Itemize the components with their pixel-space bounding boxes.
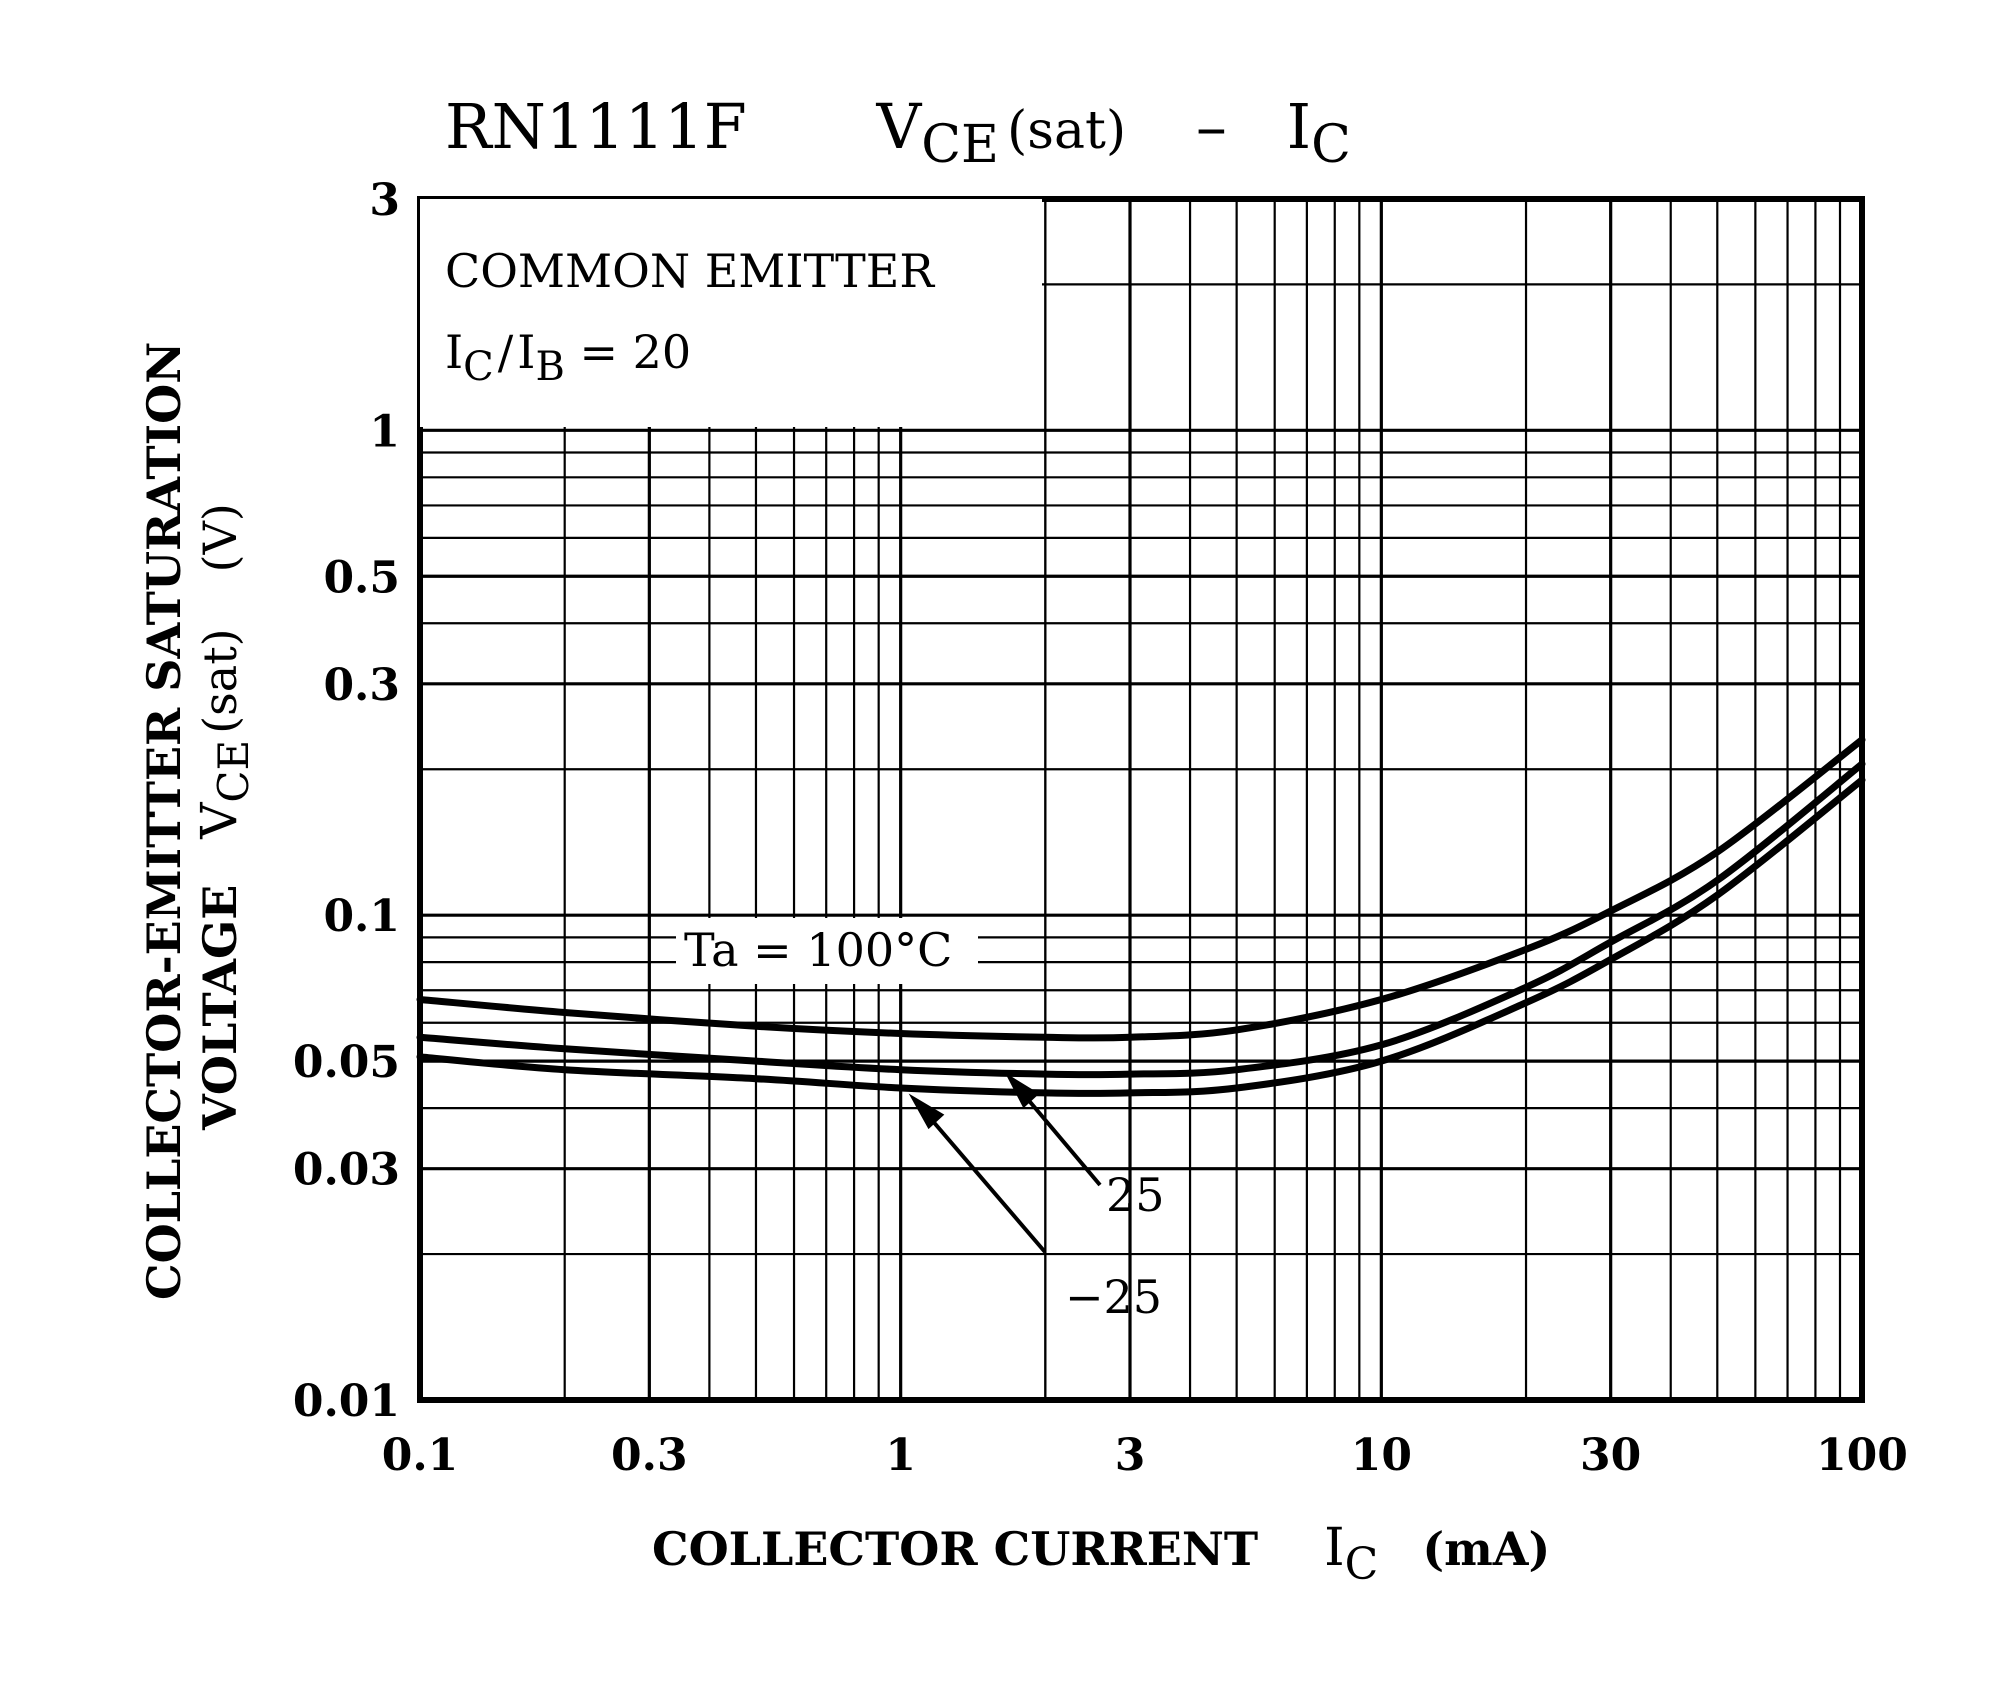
y-axis-label-unit: (V) (193, 503, 247, 572)
conditions-slash: / (498, 325, 514, 379)
ta100-label-bg (676, 918, 978, 984)
y-tick-label: 0.01 (293, 1376, 400, 1427)
x-axis-label-sub: C (1345, 1539, 1379, 1590)
x-axis-label-unit: (mA) (1422, 1522, 1550, 1576)
chart-title: RN1111F VCE (sat) – IC (445, 90, 1351, 175)
title-y-suffix: (sat) (1007, 101, 1126, 161)
arrow-25-line (1018, 1088, 1102, 1187)
series-label-25: 25 (1106, 1168, 1165, 1222)
y-tick-label: 0.03 (293, 1145, 400, 1196)
x-tick-label: 0.3 (611, 1430, 688, 1481)
x-axis-label: COLLECTOR CURRENT IC (mA) (652, 1518, 1550, 1590)
title-part-number: RN1111F (445, 90, 747, 163)
conditions-ib-sub: B (535, 344, 564, 390)
y-axis-label-sub: CE (209, 740, 258, 803)
conditions-line1: COMMON EMITTER (445, 244, 935, 298)
y-axis-label: COLLECTOR-EMITTER SATURATION (137, 342, 191, 1300)
series-line-2 (416, 776, 1866, 1097)
y-tick-label: 0.1 (323, 891, 400, 942)
y-tick-label: 1 (369, 406, 400, 457)
series-line-0 (416, 736, 1866, 1042)
y-tick-label: 3 (369, 175, 400, 226)
conditions-ratio: IC/IB = 20 (445, 325, 691, 390)
conditions-ic-sub: C (463, 344, 494, 390)
y-axis-label-voltage: VOLTAGE (193, 885, 247, 1131)
x-tick-label: 0.1 (382, 1430, 459, 1481)
x-axis-label-text: COLLECTOR CURRENT (652, 1522, 1258, 1576)
x-tick-label: 10 (1351, 1430, 1412, 1481)
conditions-ratio-value: = 20 (565, 325, 691, 379)
tick-labels: 0.1 0.3 1 3 10 30 100 0.01 0.03 0.05 0.1 0.3 0.5 1 3 (293, 175, 1908, 1481)
title-y-symbol: V (875, 90, 922, 163)
x-tick-label: 100 (1816, 1430, 1908, 1481)
series-line-1 (416, 760, 1866, 1079)
series-label-ta100: Ta = 100°C (684, 923, 952, 977)
conditions-box (420, 199, 1042, 427)
leader-arrows (908, 1072, 1102, 1254)
y-axis-label-2: VOLTAGE VCE (sat) (V) (190, 503, 258, 1131)
data-series (416, 736, 1866, 1097)
conditions-ic-symbol: I (445, 325, 463, 379)
title-y-sub: CE (921, 115, 999, 175)
y-tick-label: 0.05 (293, 1037, 400, 1088)
x-tick-label: 30 (1580, 1430, 1641, 1481)
arrow-minus25-line (923, 1110, 1047, 1254)
y-axis-label-line2: VOLTAGE VCE (sat) (V) (190, 503, 258, 1131)
y-axis-label-suffix: (sat) (193, 628, 247, 733)
conditions-ib-symbol: I (517, 325, 535, 379)
y-tick-label: 0.3 (323, 660, 400, 711)
title-x-symbol: I (1287, 90, 1312, 163)
series-label-minus25: −25 (1065, 1270, 1162, 1324)
x-tick-label: 1 (885, 1430, 916, 1481)
plot-frame (417, 196, 1865, 1403)
title-dash: – (1196, 90, 1227, 163)
y-tick-label: 0.5 (323, 552, 400, 603)
x-axis-label-symbol: I (1324, 1518, 1345, 1578)
x-tick-label: 3 (1115, 1430, 1146, 1481)
arrow-25-head (1004, 1072, 1040, 1109)
y-axis-label-line1: COLLECTOR-EMITTER SATURATION (137, 342, 191, 1300)
y-axis-label-symbol: V (190, 802, 248, 840)
title-x-sub: C (1311, 115, 1351, 175)
arrow-minus25-head (908, 1093, 945, 1130)
